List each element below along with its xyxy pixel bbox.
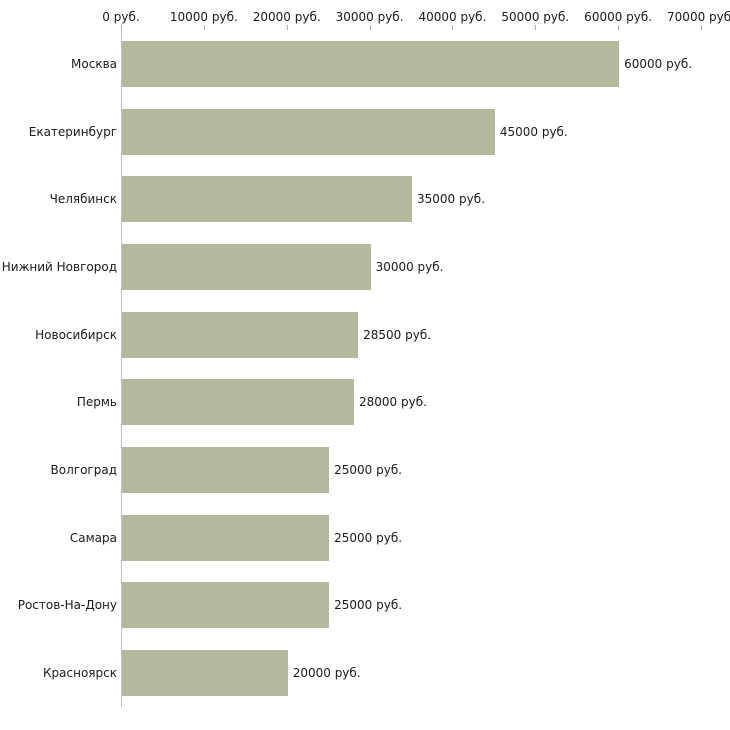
bar xyxy=(122,243,371,290)
x-tick-mark xyxy=(121,25,122,30)
bar xyxy=(122,379,354,426)
value-label: 28500 руб. xyxy=(363,327,432,342)
x-tick-label: 70000 руб. xyxy=(667,10,730,24)
x-tick-label: 50000 руб. xyxy=(501,10,570,24)
bar-row: Самара 25000 руб. xyxy=(0,504,730,572)
value-label: 45000 руб. xyxy=(499,124,568,139)
category-label: Пермь xyxy=(76,395,117,410)
x-tick-mark xyxy=(369,25,371,30)
bar xyxy=(122,514,330,561)
value-label: 25000 руб. xyxy=(334,530,403,545)
value-label: 25000 руб. xyxy=(334,598,403,613)
category-label: Нижний Новгород xyxy=(1,259,117,274)
bar xyxy=(122,447,330,494)
category-label: Ростов-На-Дону xyxy=(17,598,117,613)
bar xyxy=(122,582,330,629)
x-tick-mark xyxy=(701,25,702,30)
value-label: 35000 руб. xyxy=(417,192,485,207)
x-tick-label: 0 руб. xyxy=(102,10,140,24)
bar-row: Нижний Новгород 30000 руб. xyxy=(0,233,730,301)
x-tick-mark xyxy=(452,25,454,30)
x-tick-label: 30000 руб. xyxy=(335,10,404,24)
bar-row: Ростов-На-Дону 25000 руб. xyxy=(0,572,730,640)
x-tick-mark xyxy=(618,25,620,30)
bar-row: Волгоград 25000 руб. xyxy=(0,436,730,504)
category-label: Екатеринбург xyxy=(28,124,117,139)
value-label: 20000 руб. xyxy=(292,666,361,681)
bar xyxy=(122,108,495,155)
category-label: Новосибирск xyxy=(35,327,117,342)
category-label: Челябинск xyxy=(49,192,117,207)
x-tick-mark xyxy=(535,25,537,30)
bar-row: Челябинск 35000 руб. xyxy=(0,165,730,233)
y-axis-line xyxy=(121,30,122,707)
x-tick-label: 60000 руб. xyxy=(584,10,653,24)
bar-row: Красноярск 20000 руб. xyxy=(0,639,730,707)
category-label: Волгоград xyxy=(50,463,117,478)
category-label: Москва xyxy=(71,56,117,71)
x-tick-mark xyxy=(286,25,288,30)
value-label: 30000 руб. xyxy=(375,259,444,274)
x-tick-mark xyxy=(203,25,205,30)
value-label: 28000 руб. xyxy=(359,395,427,410)
bar xyxy=(122,40,620,87)
x-tick-label: 40000 руб. xyxy=(418,10,487,24)
bar xyxy=(122,311,359,358)
x-tick-label: 20000 руб. xyxy=(252,10,321,24)
bar-row: Новосибирск 28500 руб. xyxy=(0,301,730,369)
bar xyxy=(122,650,288,697)
category-label: Красноярск xyxy=(43,666,117,681)
x-axis: 0 руб. 10000 руб. 20000 руб. 30000 руб. 4000… xyxy=(0,0,730,30)
category-label: Самара xyxy=(69,530,117,545)
bar-row: Москва 60000 руб. xyxy=(0,30,730,98)
value-label: 25000 руб. xyxy=(334,463,403,478)
value-label: 60000 руб. xyxy=(624,56,693,71)
bar-row: Екатеринбург 45000 руб. xyxy=(0,98,730,166)
x-tick-label: 10000 руб. xyxy=(169,10,238,24)
bar xyxy=(122,176,412,223)
bar-row: Пермь 28000 руб. xyxy=(0,369,730,437)
